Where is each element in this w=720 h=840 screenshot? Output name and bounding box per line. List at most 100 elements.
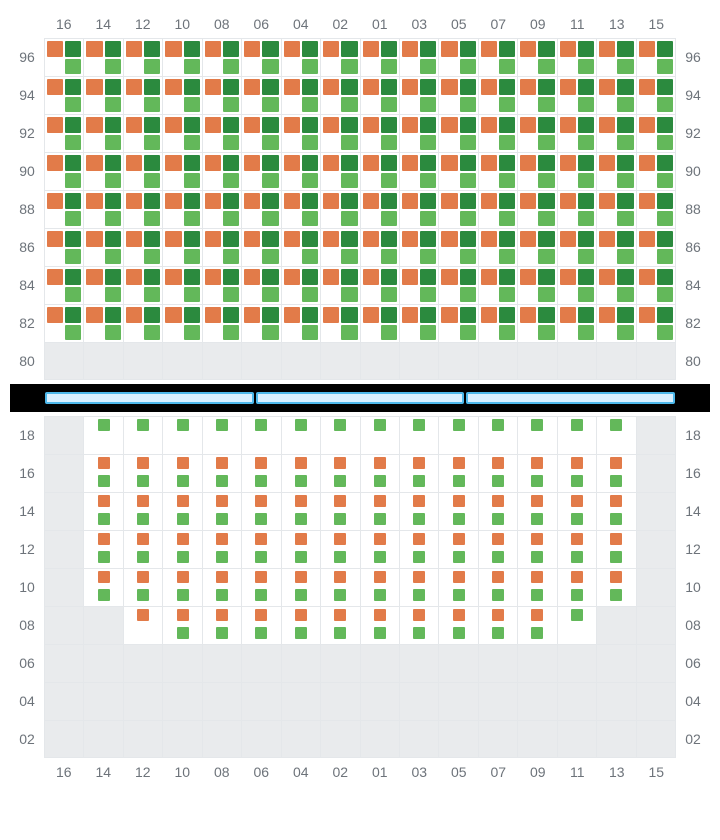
grid-cell[interactable] [517, 416, 556, 454]
grid-cell[interactable] [438, 228, 477, 266]
grid-cell[interactable] [281, 682, 320, 720]
grid-cell[interactable] [399, 190, 438, 228]
grid-cell[interactable] [360, 720, 399, 758]
grid-cell[interactable] [162, 682, 201, 720]
grid-cell[interactable] [636, 454, 676, 492]
grid-cell[interactable] [438, 530, 477, 568]
grid-cell[interactable] [438, 152, 477, 190]
grid-cell[interactable] [517, 228, 556, 266]
grid-cell[interactable] [478, 682, 517, 720]
grid-cell[interactable] [162, 342, 201, 380]
grid-cell[interactable] [596, 266, 635, 304]
grid-cell[interactable] [557, 38, 596, 76]
grid-cell[interactable] [44, 682, 83, 720]
grid-cell[interactable] [162, 492, 201, 530]
grid-cell[interactable] [202, 342, 241, 380]
grid-cell[interactable] [596, 76, 635, 114]
grid-cell[interactable] [360, 304, 399, 342]
grid-cell[interactable] [478, 114, 517, 152]
grid-cell[interactable] [399, 304, 438, 342]
grid-cell[interactable] [438, 644, 477, 682]
grid-cell[interactable] [596, 454, 635, 492]
grid-cell[interactable] [202, 114, 241, 152]
grid-cell[interactable] [438, 454, 477, 492]
grid-cell[interactable] [557, 342, 596, 380]
grid-cell[interactable] [241, 342, 280, 380]
grid-cell[interactable] [399, 76, 438, 114]
grid-cell[interactable] [202, 454, 241, 492]
grid-cell[interactable] [478, 416, 517, 454]
grid-cell[interactable] [596, 190, 635, 228]
grid-cell[interactable] [399, 454, 438, 492]
grid-cell[interactable] [241, 416, 280, 454]
grid-cell[interactable] [44, 228, 83, 266]
grid-cell[interactable] [517, 38, 556, 76]
grid-cell[interactable] [399, 114, 438, 152]
grid-cell[interactable] [83, 190, 122, 228]
grid-cell[interactable] [596, 228, 635, 266]
grid-cell[interactable] [44, 720, 83, 758]
grid-cell[interactable] [320, 304, 359, 342]
grid-cell[interactable] [596, 568, 635, 606]
grid-cell[interactable] [596, 114, 635, 152]
grid-cell[interactable] [360, 38, 399, 76]
grid-cell[interactable] [123, 114, 162, 152]
grid-cell[interactable] [44, 266, 83, 304]
grid-cell[interactable] [281, 530, 320, 568]
grid-cell[interactable] [320, 114, 359, 152]
grid-cell[interactable] [202, 190, 241, 228]
grid-cell[interactable] [123, 304, 162, 342]
grid-cell[interactable] [360, 530, 399, 568]
grid-cell[interactable] [241, 530, 280, 568]
grid-cell[interactable] [83, 530, 122, 568]
grid-cell[interactable] [478, 644, 517, 682]
grid-cell[interactable] [320, 416, 359, 454]
grid-cell[interactable] [517, 342, 556, 380]
grid-cell[interactable] [241, 682, 280, 720]
grid-cell[interactable] [636, 682, 676, 720]
grid-cell[interactable] [83, 114, 122, 152]
grid-cell[interactable] [636, 152, 676, 190]
grid-cell[interactable] [438, 38, 477, 76]
grid-cell[interactable] [241, 114, 280, 152]
grid-cell[interactable] [399, 606, 438, 644]
grid-cell[interactable] [162, 152, 201, 190]
grid-cell[interactable] [44, 416, 83, 454]
grid-cell[interactable] [478, 568, 517, 606]
grid-cell[interactable] [399, 416, 438, 454]
grid-cell[interactable] [241, 38, 280, 76]
grid-cell[interactable] [44, 644, 83, 682]
grid-cell[interactable] [478, 228, 517, 266]
grid-cell[interactable] [438, 342, 477, 380]
grid-cell[interactable] [162, 190, 201, 228]
grid-cell[interactable] [596, 304, 635, 342]
grid-cell[interactable] [478, 266, 517, 304]
grid-cell[interactable] [162, 720, 201, 758]
grid-cell[interactable] [241, 568, 280, 606]
grid-cell[interactable] [123, 342, 162, 380]
grid-cell[interactable] [596, 530, 635, 568]
grid-cell[interactable] [636, 606, 676, 644]
grid-cell[interactable] [202, 416, 241, 454]
grid-cell[interactable] [399, 644, 438, 682]
grid-cell[interactable] [478, 304, 517, 342]
grid-cell[interactable] [320, 720, 359, 758]
grid-cell[interactable] [517, 644, 556, 682]
grid-cell[interactable] [241, 190, 280, 228]
grid-cell[interactable] [241, 152, 280, 190]
grid-cell[interactable] [636, 76, 676, 114]
grid-cell[interactable] [44, 454, 83, 492]
grid-cell[interactable] [399, 266, 438, 304]
grid-cell[interactable] [438, 720, 477, 758]
grid-cell[interactable] [399, 342, 438, 380]
grid-cell[interactable] [596, 720, 635, 758]
grid-cell[interactable] [478, 76, 517, 114]
grid-cell[interactable] [162, 114, 201, 152]
grid-cell[interactable] [478, 606, 517, 644]
grid-cell[interactable] [123, 454, 162, 492]
grid-cell[interactable] [162, 228, 201, 266]
grid-cell[interactable] [83, 38, 122, 76]
grid-cell[interactable] [123, 530, 162, 568]
grid-cell[interactable] [83, 720, 122, 758]
grid-cell[interactable] [320, 492, 359, 530]
